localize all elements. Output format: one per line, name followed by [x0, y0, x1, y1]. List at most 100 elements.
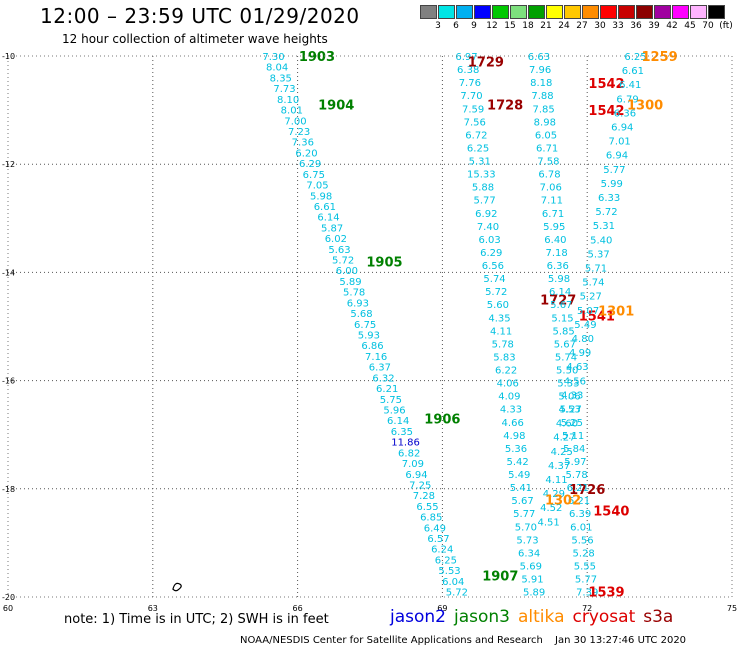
- wave-height-label: 5.72: [332, 256, 354, 267]
- wave-height-label: 6.01: [570, 522, 592, 533]
- pass-time-label: 1300: [627, 99, 663, 114]
- page-title: 12:00 – 23:59 UTC 01/29/2020: [40, 4, 360, 28]
- wave-height-label: 8.01: [281, 106, 303, 117]
- scale-label: 15: [504, 21, 516, 31]
- wave-height-label: 5.28: [573, 548, 595, 559]
- wave-height-label: 6.36: [614, 108, 636, 119]
- wave-height-label: 5.67: [554, 339, 576, 350]
- x-tick-label: 60: [3, 604, 13, 613]
- pass-time-label: 1906: [424, 412, 460, 427]
- wave-height-label: 5.33: [557, 379, 579, 390]
- x-tick-label: 69: [437, 604, 447, 613]
- scale-label: 36: [630, 21, 642, 31]
- wave-height-label: 7.09: [402, 459, 424, 470]
- wave-height-label: 5.69: [520, 561, 542, 572]
- pass-time-label: 1541: [579, 310, 615, 325]
- wave-height-label: 7.06: [540, 183, 562, 194]
- wave-height-label: 5.50: [556, 366, 578, 377]
- wave-height-label: 6.75: [354, 320, 376, 331]
- wave-height-label: 6.03: [478, 235, 500, 246]
- wave-height-label: 6.22: [495, 366, 517, 377]
- wave-height-label: 5.98: [548, 274, 570, 285]
- wave-height-label: 5.41: [510, 483, 532, 494]
- scale-swatch: [582, 5, 599, 19]
- legend-jason3: jason3: [454, 607, 510, 627]
- wave-height-label: 7.11: [541, 196, 563, 207]
- wave-height-label: 6.61: [622, 66, 644, 77]
- wave-height-label: 5.78: [343, 288, 365, 299]
- wave-height-label: 6.82: [398, 448, 420, 459]
- wave-height-label: 8.35: [270, 73, 292, 84]
- scale-label: 3: [435, 21, 441, 31]
- wave-height-label: 4.56: [564, 376, 586, 387]
- wave-height-label: 5.67: [511, 496, 533, 507]
- wave-height-label: 5.11: [562, 431, 584, 442]
- wave-height-label: 5.93: [358, 331, 380, 342]
- wave-height-label: 4.52: [540, 503, 562, 514]
- pass-time-label: 1903: [299, 50, 335, 65]
- pass-time-label: 1259: [642, 50, 678, 65]
- wave-height-label: 4.63: [566, 362, 588, 373]
- wave-height-label: 5.89: [523, 588, 545, 599]
- scale-swatch: [636, 5, 653, 19]
- wave-height-label: 5.87: [321, 223, 343, 234]
- wave-height-label: 6.24: [431, 545, 453, 556]
- wave-height-label: 6.21: [568, 496, 590, 507]
- wave-height-label: 5.83: [493, 352, 515, 363]
- wave-height-label: 7.73: [273, 84, 295, 95]
- wave-height-label: 6.86: [361, 341, 383, 352]
- legend-s3a: s3a: [643, 607, 674, 627]
- wave-height-label: 7.40: [477, 222, 499, 233]
- wave-height-label: 6.00: [336, 266, 358, 277]
- satellite-legend: jason2 jason3 altika cryosat s3a: [390, 607, 681, 627]
- wave-height-label: 4.11: [490, 326, 512, 337]
- wave-height-label: 6.04: [442, 577, 464, 588]
- x-tick-label: 75: [727, 604, 737, 613]
- wave-height-label: 6.93: [347, 298, 369, 309]
- wave-height-label: 5.98: [310, 191, 332, 202]
- wave-height-label: 6.57: [427, 534, 449, 545]
- wave-height-label: 4.53: [559, 404, 581, 415]
- scale-swatch: [420, 5, 437, 19]
- wave-height-label: 5.72: [446, 588, 468, 599]
- wave-height-label: 15.33: [467, 170, 496, 181]
- scale-swatch: [546, 5, 563, 19]
- scale-swatch: [618, 5, 635, 19]
- pass-time-label: 1542: [588, 104, 624, 119]
- wave-height-label: 6.14: [549, 287, 571, 298]
- wave-height-label: 5.78: [565, 470, 587, 481]
- wave-height-label: 6.33: [598, 193, 620, 204]
- wave-height-label: 5.71: [585, 263, 607, 274]
- y-tick-label: -16: [2, 377, 15, 386]
- x-tick-label: 63: [148, 604, 158, 613]
- wave-height-label: 5.74: [483, 274, 505, 285]
- wave-height-label: 6.79: [616, 94, 638, 105]
- wave-height-label: 5.77: [575, 575, 597, 586]
- scale-label: 70: [702, 21, 714, 31]
- wave-height-label: 7.01: [609, 137, 631, 148]
- wave-height-label: 4.37: [548, 461, 570, 472]
- scale-swatch: [600, 5, 617, 19]
- wave-height-label: 4.60: [556, 419, 578, 430]
- wave-height-label: 5.67: [550, 300, 572, 311]
- wave-height-label: 4.35: [488, 313, 510, 324]
- wave-height-label: 7.00: [284, 116, 306, 127]
- wave-height-label: 6.25: [467, 143, 489, 154]
- wave-height-label: 6.41: [619, 80, 641, 91]
- wave-height-label: 5.84: [563, 444, 585, 455]
- scale-label: 18: [522, 21, 534, 31]
- wave-height-label: 5.06: [558, 392, 580, 403]
- wave-height-label: 6.38: [457, 65, 479, 76]
- island-outline: [172, 582, 182, 592]
- wave-height-label: 5.63: [328, 245, 350, 256]
- wave-height-label: 6.36: [547, 261, 569, 272]
- wave-height-label: 5.40: [590, 235, 612, 246]
- wave-height-label: 6.71: [542, 209, 564, 220]
- wave-height-label: 5.99: [601, 179, 623, 190]
- wave-height-label: 6.14: [317, 213, 339, 224]
- wave-height-label: 7.39: [576, 588, 598, 599]
- legend-jason2: jason2: [390, 607, 446, 627]
- y-tick-label: -14: [2, 268, 15, 277]
- wave-height-label: 7.05: [306, 181, 328, 192]
- wave-height-label: 6.71: [536, 143, 558, 154]
